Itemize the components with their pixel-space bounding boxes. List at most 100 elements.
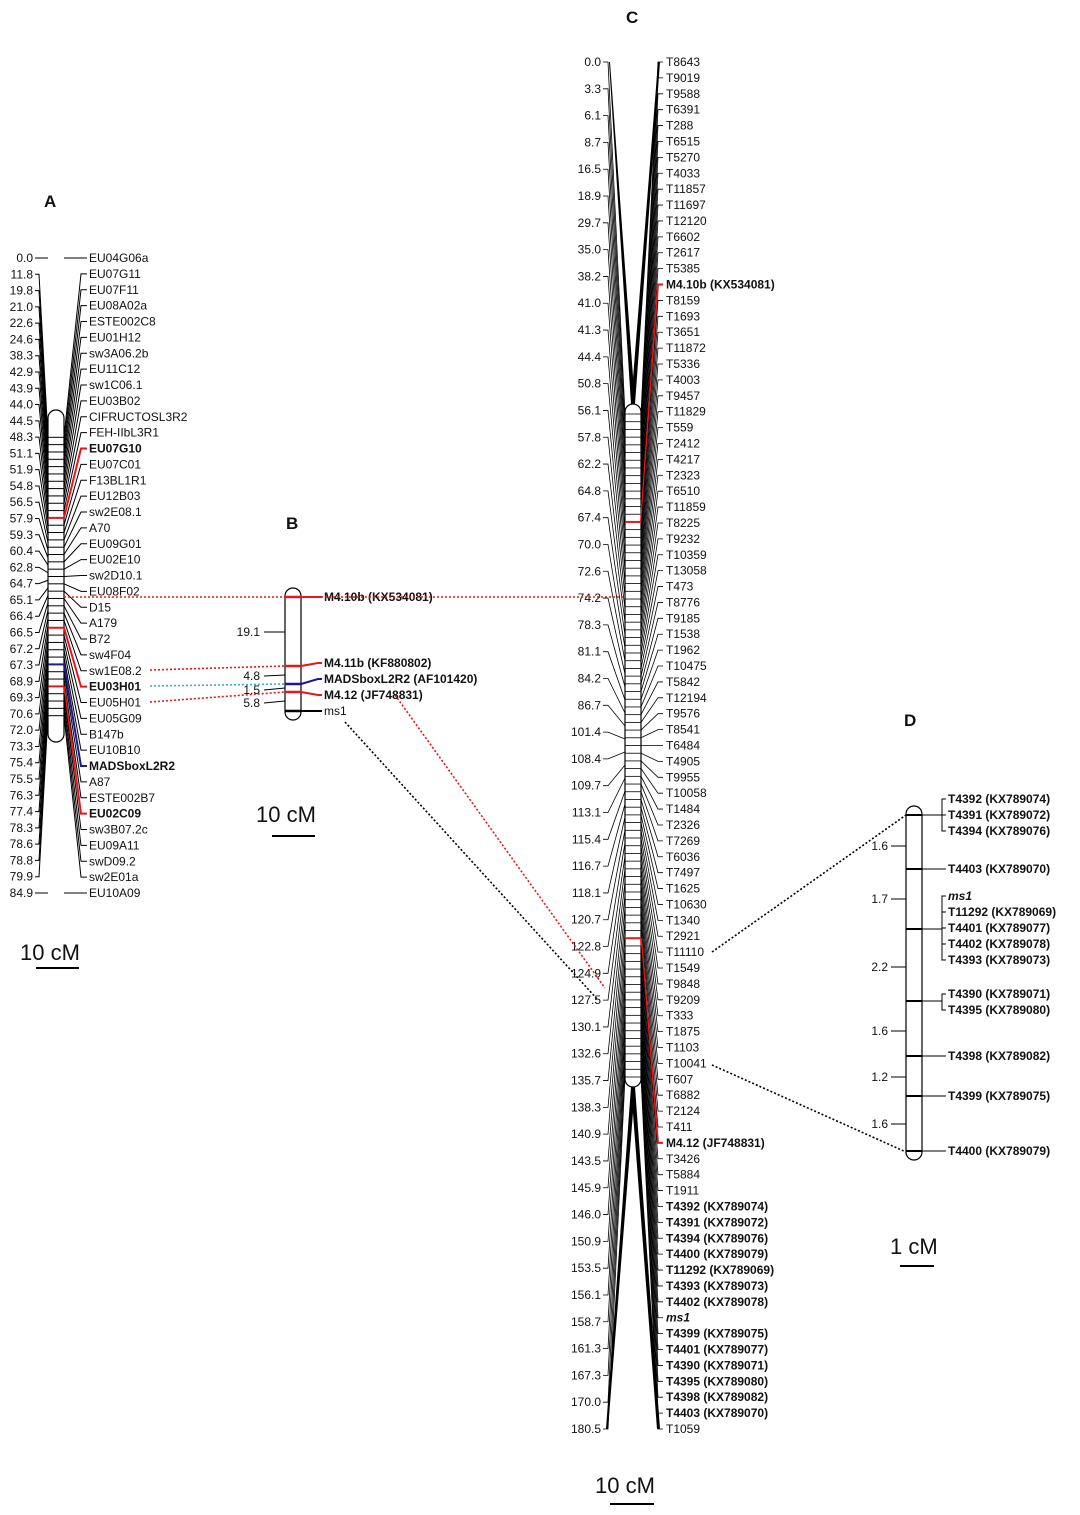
position-label: 75.5 — [10, 772, 34, 786]
marker-label: T2617 — [666, 246, 700, 260]
marker-connector — [640, 522, 663, 638]
linkage-group-b: M4.10b (KX534081)M4.11b (KF880802)MADSbo… — [237, 587, 477, 721]
marker-connector — [640, 861, 663, 985]
position-label: 120.7 — [571, 913, 601, 927]
marker-connector — [640, 204, 663, 484]
position-label: 62.8 — [10, 560, 34, 574]
marker-label: T4395 (KX789080) — [666, 1374, 768, 1388]
position-label: 1.2 — [871, 1070, 888, 1084]
marker-label: T473 — [666, 580, 694, 594]
position-label: 41.3 — [578, 323, 602, 337]
marker-label: T6510 — [666, 484, 700, 498]
marker-connector — [640, 845, 663, 953]
marker-label: T11857 — [666, 182, 706, 196]
marker-connector — [63, 664, 87, 767]
marker-connector — [63, 590, 87, 608]
marker-label: T7269 — [666, 834, 700, 848]
position-label: 1.6 — [871, 839, 888, 853]
cross-map-link — [711, 814, 907, 953]
position-connector — [35, 420, 49, 506]
position-connector — [35, 290, 49, 446]
position-label: 118.1 — [572, 886, 601, 900]
marker-label: T1911 — [666, 1184, 699, 1198]
position-label: 158.7 — [571, 1315, 601, 1329]
marker-label: EU10A09 — [89, 886, 141, 900]
position-connector — [603, 985, 626, 1242]
marker-label: T4400 (KX789079) — [948, 1144, 1050, 1158]
position-label: 59.3 — [10, 528, 34, 542]
position-label: 78.6 — [10, 837, 34, 851]
marker-connector — [922, 911, 946, 930]
marker-connector — [300, 662, 322, 667]
position-label: 84.9 — [10, 886, 34, 900]
position-label: 43.9 — [10, 381, 34, 395]
marker-connector — [640, 1046, 663, 1366]
marker-label: T9232 — [666, 532, 700, 546]
marker-connector — [640, 156, 663, 461]
marker-label: T4395 (KX789080) — [948, 1003, 1050, 1017]
position-label: 122.8 — [571, 940, 601, 954]
position-label: 78.3 — [10, 821, 34, 835]
position-connector — [603, 356, 626, 558]
marker-label: T4393 (KX789073) — [948, 953, 1050, 967]
marker-label: T4392 (KX789074) — [666, 1199, 768, 1213]
chromosome-bar — [284, 587, 302, 721]
marker-connector — [640, 953, 663, 1176]
marker-label: EU05G09 — [89, 711, 142, 725]
marker-label: FEH-IIbL3R1 — [89, 426, 159, 440]
marker-label: T1549 — [666, 961, 700, 975]
position-connector — [603, 842, 626, 947]
marker-connector — [640, 830, 663, 921]
position-label: 113.1 — [572, 806, 601, 820]
position-label: 115.4 — [572, 832, 601, 846]
position-connector — [603, 517, 626, 636]
position-label: 42.9 — [10, 365, 34, 379]
position-label: 2.2 — [871, 960, 888, 974]
marker-connector — [640, 411, 663, 584]
marker-connector — [640, 876, 663, 1017]
marker-label: T2412 — [666, 436, 700, 450]
position-label: 41.0 — [578, 296, 602, 310]
position-connector — [603, 704, 626, 727]
position-connector — [35, 273, 49, 438]
position-connector — [603, 490, 626, 623]
marker-label: EU03B02 — [89, 394, 141, 408]
position-connector — [603, 881, 626, 1028]
position-label: 56.5 — [10, 495, 34, 509]
marker-label: EU07G10 — [89, 442, 142, 456]
marker-connector — [640, 791, 663, 842]
position-connector — [35, 469, 49, 528]
position-label: 44.5 — [10, 414, 34, 428]
marker-connector — [922, 993, 946, 1002]
position-label: 0.0 — [584, 55, 601, 69]
position-label: 44.0 — [10, 398, 34, 412]
position-label: 22.6 — [10, 316, 34, 330]
position-label: 5.8 — [243, 696, 260, 710]
marker-connector — [640, 768, 663, 794]
marker-label: sw2E01a — [89, 870, 139, 884]
position-label: 19.8 — [10, 284, 34, 298]
marker-label: EU07F11 — [89, 283, 139, 297]
marker-label: T4391 (KX789072) — [666, 1215, 768, 1229]
marker-label: sw2E08.1 — [89, 505, 142, 519]
marker-connector — [640, 999, 663, 1271]
marker-label: A70 — [89, 521, 111, 535]
position-connector — [35, 617, 49, 666]
position-connector — [603, 1076, 626, 1430]
marker-connector — [63, 432, 87, 511]
position-label: 3.3 — [584, 82, 601, 96]
marker-connector — [640, 570, 663, 661]
position-connector — [35, 587, 49, 601]
marker-label: EU10B10 — [89, 743, 141, 757]
marker-label: T6484 — [666, 739, 700, 753]
position-label: 54.8 — [10, 479, 34, 493]
marker-connector — [640, 1015, 663, 1303]
position-connector — [603, 463, 626, 610]
marker-connector — [63, 511, 87, 548]
position-connector — [603, 946, 626, 1162]
position-label: 138.3 — [571, 1100, 601, 1114]
position-connector — [603, 249, 626, 506]
marker-label: T13058 — [666, 564, 707, 578]
position-label: 79.9 — [10, 870, 34, 884]
position-connector — [603, 816, 626, 894]
